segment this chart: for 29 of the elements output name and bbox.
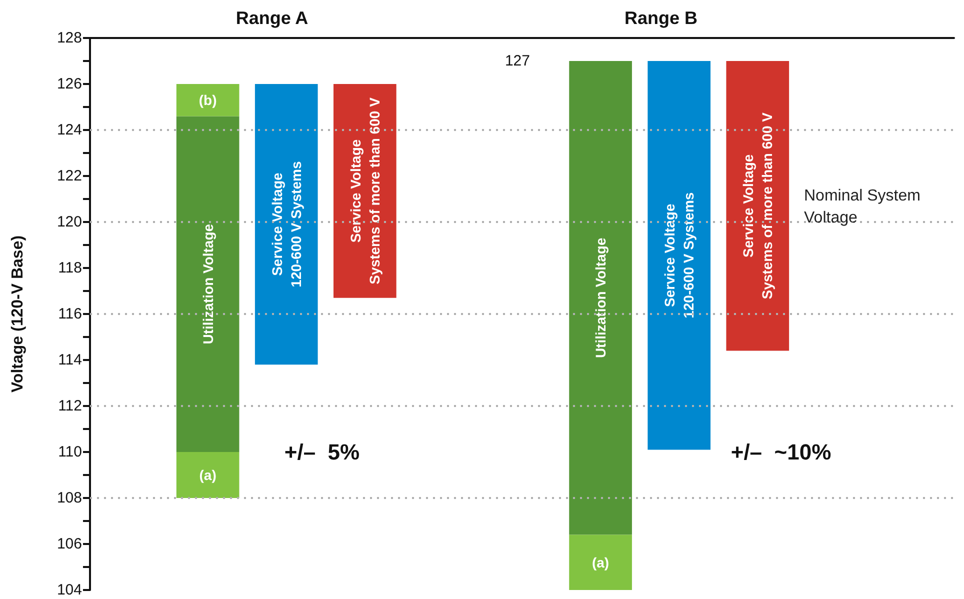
y-tick-label: 106 bbox=[56, 536, 82, 552]
series-label: Utilization Voltage bbox=[200, 224, 216, 344]
series-label: (b) bbox=[198, 92, 217, 108]
text: Range B bbox=[624, 8, 698, 28]
series-label: Service Voltage Systems of more than 600 V bbox=[740, 112, 776, 300]
series-label: Service Voltage 120-600 V Systems bbox=[268, 161, 304, 288]
y-tick-label: 114 bbox=[58, 352, 82, 368]
y-tick-label: 118 bbox=[58, 260, 82, 276]
series-label: (a) bbox=[592, 554, 610, 570]
annotation: 127 bbox=[504, 52, 530, 70]
y-tick-label: 122 bbox=[56, 168, 82, 184]
text: Range A bbox=[236, 8, 308, 28]
y-tick-label: 108 bbox=[56, 490, 82, 506]
y-axis-title: Voltage (120-V Base) bbox=[10, 235, 26, 393]
series-label: (a) bbox=[199, 467, 216, 483]
y-tick-label: 112 bbox=[58, 398, 82, 414]
series-label: Service Voltage 120-600 V Systems bbox=[662, 192, 697, 318]
y-tick-label: 126 bbox=[56, 76, 82, 92]
series-label: Utilization Voltage bbox=[592, 238, 609, 358]
y-tick-label: 124 bbox=[56, 122, 82, 138]
y-tick-label: 128 bbox=[56, 30, 82, 46]
y-tick-label: 116 bbox=[58, 306, 82, 322]
annotation: +/– 5% bbox=[284, 440, 360, 464]
series-label: Service Voltage Systems of more than 600 V bbox=[347, 96, 382, 284]
ref-line-label: Nominal System Voltage bbox=[804, 188, 925, 226]
y-tick-label: 104 bbox=[56, 582, 82, 598]
annotation: +/– ~10% bbox=[730, 440, 832, 464]
y-tick-label: 110 bbox=[58, 444, 82, 460]
y-tick-label: 120 bbox=[56, 214, 82, 230]
